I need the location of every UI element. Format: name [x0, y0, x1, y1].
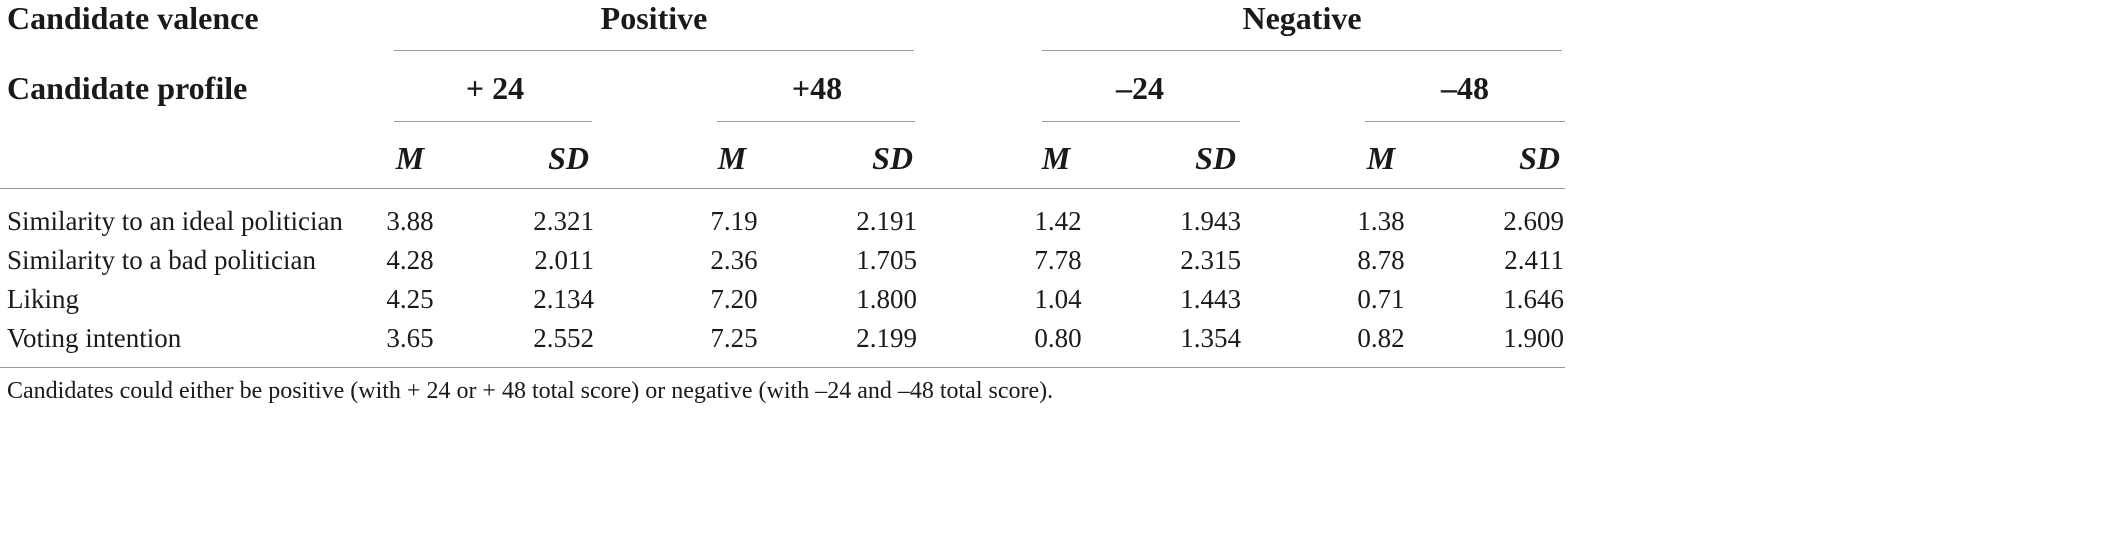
cell-value: 1.443 [1180, 284, 1241, 314]
negative-group-rule [1042, 50, 1562, 51]
cell-value: 1.943 [1180, 206, 1241, 236]
plus-48-rule [717, 121, 915, 122]
profile-header-minus-24: –24 [1116, 70, 1164, 106]
cell-value: 2.011 [534, 245, 594, 275]
group-header-positive: Positive [600, 0, 708, 36]
cell-value: 2.411 [1504, 245, 1564, 275]
header-bottom-rule [0, 188, 1565, 189]
candidate-valence-label: Candidate valence [7, 0, 259, 36]
minus-24-rule [1042, 121, 1240, 122]
row-label: Voting intention [7, 323, 182, 353]
cell-value: 2.36 [710, 245, 758, 275]
cell-value: 4.28 [386, 245, 434, 275]
cell-value: 3.65 [386, 323, 434, 353]
cell-value: 1.38 [1357, 206, 1405, 236]
cell-value: 0.82 [1357, 323, 1405, 353]
stat-header-sd: SD [1195, 140, 1236, 176]
stat-header-m: M [1041, 140, 1071, 176]
cell-value: 2.199 [856, 323, 917, 353]
cell-value: 1.04 [1034, 284, 1082, 314]
row-label: Liking [7, 284, 79, 314]
cell-value: 1.646 [1503, 284, 1564, 314]
stat-header-m: M [717, 140, 747, 176]
table-bottom-rule [0, 367, 1565, 368]
row-label: Similarity to a bad politician [7, 245, 316, 275]
cell-value: 2.315 [1180, 245, 1241, 275]
profile-header-minus-48: –48 [1441, 70, 1489, 106]
cell-value: 3.88 [386, 206, 434, 236]
cell-value: 7.20 [710, 284, 758, 314]
cell-value: 4.25 [386, 284, 434, 314]
cell-value: 2.552 [533, 323, 594, 353]
positive-group-rule [394, 50, 914, 51]
group-header-negative: Negative [1242, 0, 1362, 36]
cell-value: 2.609 [1503, 206, 1564, 236]
cell-value: 1.705 [856, 245, 917, 275]
cell-value: 2.191 [856, 206, 917, 236]
row-label: Similarity to an ideal politician [7, 206, 343, 236]
cell-value: 1.800 [856, 284, 917, 314]
cell-value: 1.42 [1034, 206, 1082, 236]
profile-header-plus-48: +48 [791, 70, 843, 106]
cell-value: 2.321 [533, 206, 594, 236]
table-footnote: Candidates could either be positive (wit… [7, 378, 1054, 404]
stat-header-sd: SD [548, 140, 589, 176]
cell-value: 8.78 [1357, 245, 1405, 275]
stat-header-sd: SD [872, 140, 913, 176]
cell-value: 1.354 [1180, 323, 1241, 353]
stat-header-m: M [395, 140, 425, 176]
stat-header-sd: SD [1519, 140, 1560, 176]
cell-value: 7.25 [710, 323, 758, 353]
cell-value: 0.71 [1357, 284, 1405, 314]
cell-value: 7.78 [1034, 245, 1082, 275]
cell-value: 0.80 [1034, 323, 1082, 353]
plus-24-rule [394, 121, 592, 122]
minus-48-rule [1365, 121, 1565, 122]
cell-value: 1.900 [1503, 323, 1564, 353]
stat-header-m: M [1366, 140, 1396, 176]
cell-value: 2.134 [533, 284, 594, 314]
cell-value: 7.19 [710, 206, 758, 236]
profile-header-plus-24: + 24 [465, 70, 525, 106]
candidate-profile-label: Candidate profile [7, 70, 248, 106]
